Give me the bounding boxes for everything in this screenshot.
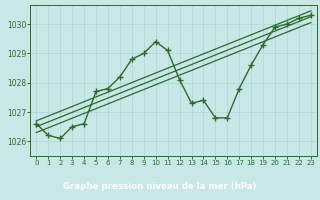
Text: Graphe pression niveau de la mer (hPa): Graphe pression niveau de la mer (hPa) bbox=[63, 182, 257, 191]
